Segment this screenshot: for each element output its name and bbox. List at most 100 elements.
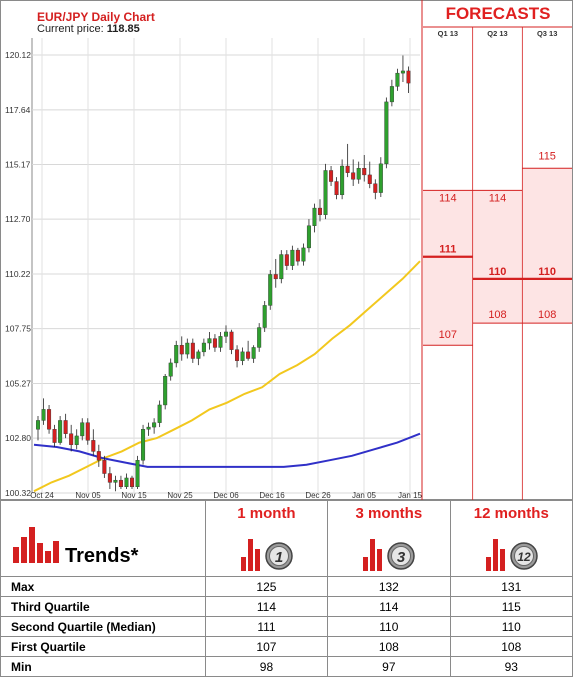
candle-body [107, 473, 112, 483]
candle-body [113, 479, 118, 483]
y-tick-label: 115.17 [5, 160, 31, 170]
x-tick-label: Nov 15 [121, 491, 147, 500]
cell-value: 108 [449, 636, 573, 657]
candle [340, 159, 345, 200]
candle-body [52, 429, 57, 443]
candle [146, 422, 151, 436]
row-label: Max [0, 576, 206, 597]
y-tick-label: 105.27 [5, 379, 31, 389]
candle [306, 219, 311, 253]
cell-value: 110 [327, 616, 451, 637]
candle [207, 331, 212, 350]
candle [218, 331, 223, 352]
candle-body [395, 72, 400, 87]
candle [246, 340, 251, 361]
candle-body [312, 207, 317, 226]
candle-body [362, 168, 367, 176]
candle-body [251, 347, 256, 359]
candle-body [207, 338, 212, 344]
forecast-column-label: Q3 13 [537, 29, 557, 38]
trends-table: Trends* 1 month 1 3 months [0, 500, 573, 677]
candle [69, 424, 74, 452]
trends-header: Trends* [0, 500, 206, 577]
candle-body [179, 345, 184, 355]
candle-body [196, 351, 201, 359]
candle [135, 455, 140, 490]
period-label: 3 months [355, 505, 423, 522]
cell-value: 132 [327, 576, 451, 597]
candle [356, 161, 361, 184]
candle-body [58, 420, 63, 443]
forecast-q3-value: 114 [439, 192, 457, 204]
candle-body [190, 342, 195, 359]
forecast-range [423, 190, 473, 346]
x-tick-label: Dec 26 [305, 491, 331, 500]
candle-body [323, 170, 328, 215]
row-label: Second Quartile (Median) [0, 616, 206, 637]
candle [329, 166, 334, 186]
candle-body [212, 338, 217, 348]
candle-body [157, 404, 162, 423]
x-tick-label: Oct 24 [30, 491, 54, 500]
candle-body [201, 342, 206, 353]
candle-body [129, 477, 134, 488]
price-value: 118.85 [106, 23, 140, 35]
candle [384, 97, 389, 169]
candle [152, 418, 157, 434]
candle [91, 429, 96, 456]
cell-value: 97 [327, 656, 451, 677]
candle-body [284, 254, 289, 266]
candle-body [384, 101, 389, 165]
x-tick-label: Nov 05 [75, 491, 101, 500]
table-row: Second Quartile (Median) 111 110 110 [0, 616, 573, 637]
candle [41, 398, 46, 425]
forecast-q3-value: 115 [538, 150, 556, 162]
forecasts-title: FORECASTS [445, 4, 551, 23]
candle [334, 177, 339, 200]
cell-value: 107 [204, 636, 329, 657]
candle-body [240, 351, 245, 361]
candle-body [306, 225, 311, 249]
row-label: Min [0, 656, 206, 677]
y-tick-label: 117.64 [5, 105, 31, 115]
candle-body [301, 247, 306, 262]
forecast-q1-value: 107 [439, 329, 457, 341]
cell-value: 110 [449, 616, 573, 637]
cell-value: 114 [204, 596, 329, 617]
y-tick-label: 120.12 [5, 50, 31, 60]
candle [190, 338, 195, 363]
candle-body [334, 181, 339, 196]
forecast-column-label: Q1 13 [438, 29, 458, 38]
candle [318, 199, 323, 222]
cell-value: 111 [204, 616, 329, 637]
candle [113, 475, 118, 492]
candle-body [74, 435, 79, 445]
candle [362, 154, 367, 182]
candle [351, 159, 356, 186]
eurjpy-chart: 100.32 102.80 105.27 107.75 110.22 112.70 115.… [0, 0, 573, 500]
table-row: Min 98 97 93 [0, 656, 573, 677]
candle-body [63, 420, 68, 434]
candle [201, 338, 206, 357]
forecast-median-value: 111 [439, 244, 456, 256]
candle-body [273, 274, 278, 280]
candle-body [406, 70, 411, 84]
candle [124, 473, 129, 490]
candle-body [351, 172, 356, 180]
candle [389, 79, 394, 107]
candle [251, 345, 256, 363]
candle-body [152, 422, 157, 428]
candle-body [135, 460, 140, 488]
candle-body [168, 362, 173, 377]
forecast-median-value: 110 [489, 266, 507, 278]
candle [107, 466, 112, 490]
forecast-q1-value: 108 [538, 309, 556, 321]
candle-body [141, 429, 146, 461]
table-row: Max 125 132 131 [0, 576, 573, 597]
x-tick-label: Nov 25 [167, 491, 193, 500]
period-badge: 1 [275, 549, 283, 566]
candle [257, 323, 262, 352]
candle [367, 161, 372, 189]
candle [58, 416, 63, 445]
candle [301, 243, 306, 266]
